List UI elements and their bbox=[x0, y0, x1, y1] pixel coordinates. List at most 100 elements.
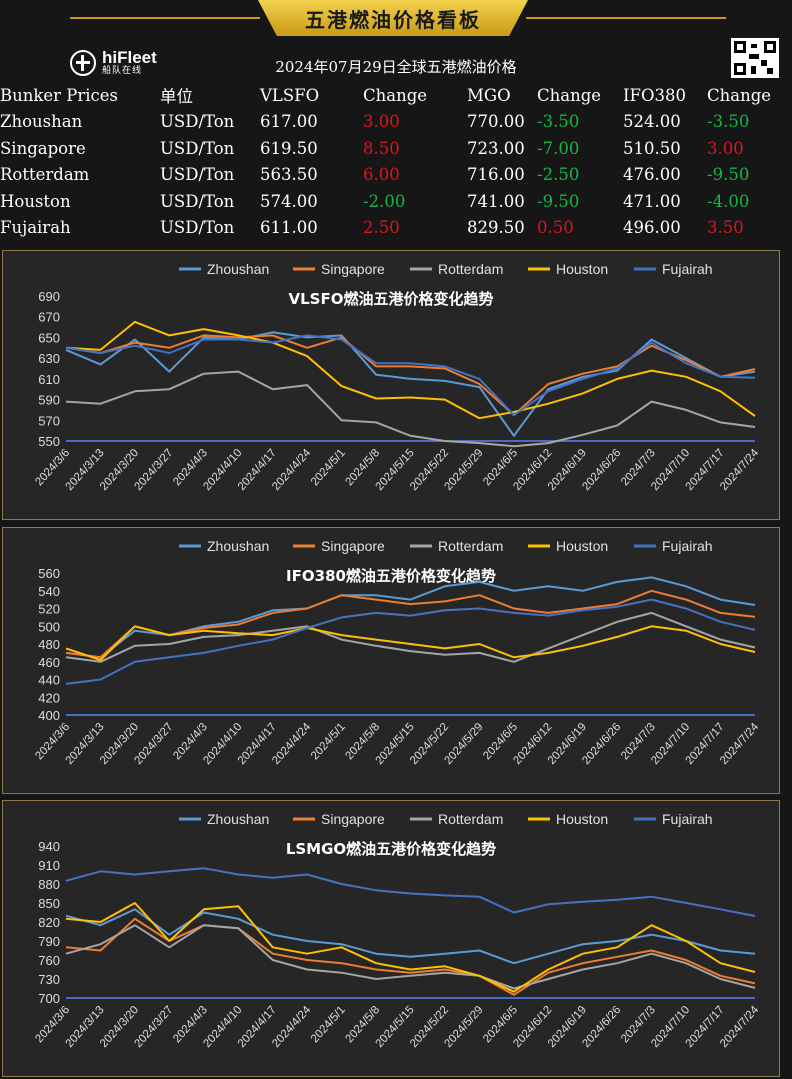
y-tick-label: 700 bbox=[38, 991, 60, 1006]
legend-item-rotterdam: Rotterdam bbox=[410, 811, 503, 827]
port-name: Singapore bbox=[0, 138, 86, 158]
banner-title: 五港燃油价格看板 bbox=[305, 7, 481, 32]
ship-wheel-icon bbox=[70, 50, 96, 76]
mgo-price: 716.00 bbox=[467, 165, 525, 185]
mgo-price: 723.00 bbox=[467, 138, 525, 158]
mgo-change: -7.00 bbox=[537, 138, 580, 158]
legend-label: Houston bbox=[556, 811, 608, 827]
y-tick-label: 850 bbox=[38, 896, 60, 911]
legend-item-singapore: Singapore bbox=[293, 538, 385, 554]
ifo380-change: -3.50 bbox=[707, 112, 750, 132]
qr-code-icon bbox=[731, 38, 779, 78]
ifo380-price: 476.00 bbox=[623, 165, 681, 185]
date-title: 2024年07月29日全球五港燃油价格 bbox=[275, 58, 517, 76]
y-tick-label: 690 bbox=[38, 289, 60, 304]
y-tick-label: 790 bbox=[38, 934, 60, 949]
legend-item-fujairah: Fujairah bbox=[634, 261, 713, 277]
y-tick-label: 480 bbox=[38, 637, 60, 652]
legend-item-zhoushan: Zhoushan bbox=[179, 261, 269, 277]
legend-label: Zhoushan bbox=[207, 261, 269, 277]
vlsfo-price: 619.50 bbox=[260, 138, 318, 158]
chart-title: VLSFO燃油五港价格变化趋势 bbox=[289, 290, 494, 308]
unit: USD/Ton bbox=[160, 191, 235, 211]
col-header-ifo380: IFO380 bbox=[623, 85, 686, 105]
y-tick-label: 520 bbox=[38, 602, 60, 617]
x-tick-label: 2024/5/1 bbox=[309, 721, 348, 762]
lsmgo-chart-panel: Zhoushan Singapore Rotterdam Houston Fujaira… bbox=[2, 800, 780, 1077]
y-tick-label: 440 bbox=[38, 673, 60, 688]
legend-item-rotterdam: Rotterdam bbox=[410, 538, 503, 554]
price-table-header: Bunker Prices 单位 VLSFO Change MGO Change… bbox=[0, 82, 787, 109]
legend-item-fujairah: Fujairah bbox=[634, 811, 713, 827]
port-name: Zhoushan bbox=[0, 112, 83, 132]
y-tick-label: 540 bbox=[38, 584, 60, 599]
y-tick-label: 590 bbox=[38, 393, 60, 408]
banner: 五港燃油价格看板 bbox=[258, 0, 528, 36]
series-line-singapore bbox=[65, 334, 756, 417]
series-line-fujairah bbox=[65, 598, 756, 685]
col-header-vlsfo-change: Change bbox=[363, 85, 428, 105]
series-line-fujairah bbox=[65, 867, 756, 917]
vlsfo-change: 8.50 bbox=[363, 138, 400, 158]
mgo-price: 829.50 bbox=[467, 218, 525, 238]
series-line-houston bbox=[65, 320, 756, 420]
legend-label: Houston bbox=[556, 538, 608, 554]
series-line-singapore bbox=[65, 917, 756, 996]
unit: USD/Ton bbox=[160, 112, 235, 132]
ifo380-price: 471.00 bbox=[623, 191, 681, 211]
legend-item-fujairah: Fujairah bbox=[634, 538, 713, 554]
series-line-zhoushan bbox=[65, 331, 756, 437]
ifo380-change: 3.00 bbox=[707, 138, 744, 158]
series-line-houston bbox=[65, 902, 756, 993]
legend-label: Fujairah bbox=[662, 811, 713, 827]
legend-item-houston: Houston bbox=[528, 811, 608, 827]
legend-item-houston: Houston bbox=[528, 538, 608, 554]
logo-subtext: 船队在线 bbox=[102, 66, 143, 76]
y-tick-label: 550 bbox=[38, 434, 60, 449]
y-tick-label: 460 bbox=[38, 655, 60, 670]
legend-label: Zhoushan bbox=[207, 538, 269, 554]
y-tick-label: 650 bbox=[38, 330, 60, 345]
legend-item-zhoushan: Zhoushan bbox=[179, 538, 269, 554]
port-name: Fujairah bbox=[0, 218, 71, 238]
col-header-ifo380-change: Change bbox=[707, 85, 772, 105]
vlsfo-price: 617.00 bbox=[260, 112, 318, 132]
legend-label: Zhoushan bbox=[207, 811, 269, 827]
legend-item-singapore: Singapore bbox=[293, 811, 385, 827]
series-line-singapore bbox=[65, 589, 756, 659]
series-line-fujairah bbox=[65, 334, 756, 417]
ifo380-change: -9.50 bbox=[707, 165, 750, 185]
table-row: Zhoushan USD/Ton 617.00 3.00 770.00 -3.5… bbox=[0, 109, 787, 136]
col-header-vlsfo: VLSFO bbox=[260, 85, 320, 105]
y-tick-label: 610 bbox=[38, 372, 60, 387]
col-header-bunker-prices: Bunker Prices bbox=[0, 85, 119, 105]
hifleet-logo: hiFleet 船队在线 bbox=[70, 49, 157, 76]
table-row: Rotterdam USD/Ton 563.50 6.00 716.00 -2.… bbox=[0, 162, 787, 189]
table-row: Singapore USD/Ton 619.50 8.50 723.00 -7.… bbox=[0, 135, 787, 162]
legend-label: Rotterdam bbox=[438, 538, 503, 554]
vlsfo-chart-panel: Zhoushan Singapore Rotterdam Houston Fujaira… bbox=[2, 250, 780, 520]
vlsfo-change: 3.00 bbox=[363, 112, 400, 132]
series-line-rotterdam bbox=[65, 370, 756, 448]
y-tick-label: 940 bbox=[38, 839, 60, 854]
y-tick-label: 560 bbox=[38, 566, 60, 581]
legend-label: Singapore bbox=[321, 811, 385, 827]
unit: USD/Ton bbox=[160, 165, 235, 185]
table-row: Fujairah USD/Ton 611.00 2.50 829.50 0.50… bbox=[0, 215, 787, 242]
chart-title: IFO380燃油五港价格变化趋势 bbox=[286, 567, 496, 585]
mgo-price: 741.00 bbox=[467, 191, 525, 211]
price-table: Bunker Prices 单位 VLSFO Change MGO Change… bbox=[0, 82, 787, 241]
y-tick-label: 420 bbox=[38, 690, 60, 705]
y-tick-label: 630 bbox=[38, 351, 60, 366]
ifo380-price: 524.00 bbox=[623, 112, 681, 132]
y-tick-label: 820 bbox=[38, 915, 60, 930]
y-tick-label: 670 bbox=[38, 310, 60, 325]
table-row: Houston USD/Ton 574.00 -2.00 741.00 -9.5… bbox=[0, 188, 787, 215]
lsmgo-chart: Zhoushan Singapore Rotterdam Houston Fujaira… bbox=[33, 811, 761, 1050]
port-name: Rotterdam bbox=[0, 165, 90, 185]
banner-line-left bbox=[70, 17, 260, 19]
col-header-mgo: MGO bbox=[467, 85, 511, 105]
legend-label: Rotterdam bbox=[438, 261, 503, 277]
mgo-change: 0.50 bbox=[537, 218, 574, 238]
legend-item-rotterdam: Rotterdam bbox=[410, 261, 503, 277]
